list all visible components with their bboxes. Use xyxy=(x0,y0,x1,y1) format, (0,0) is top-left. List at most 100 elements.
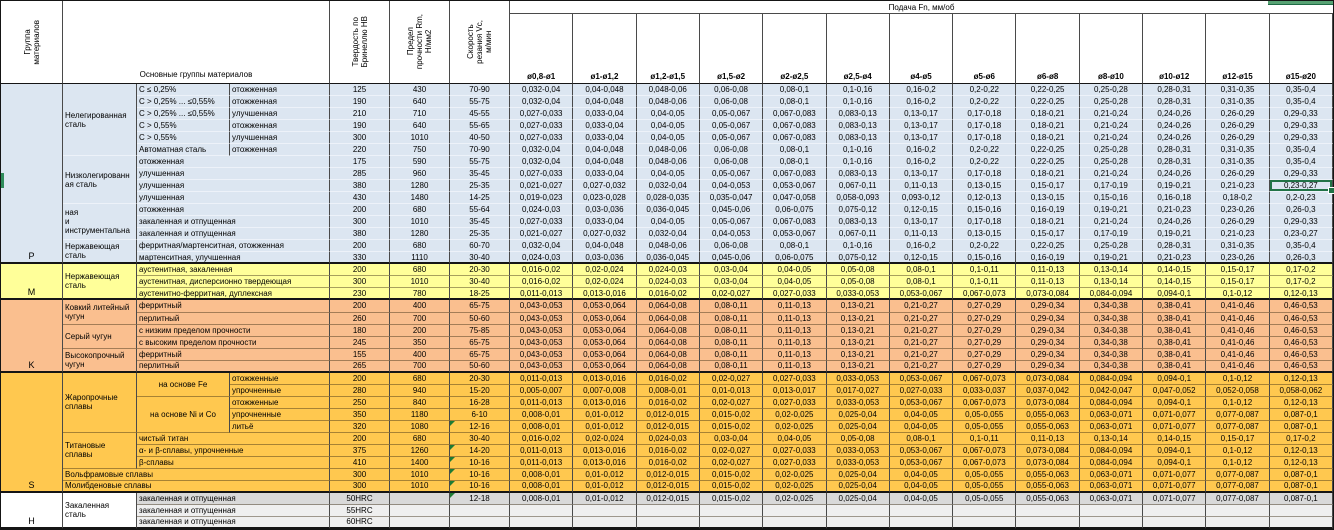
feed-cell[interactable]: 0,04-0,048 xyxy=(573,240,637,253)
feed-cell[interactable]: 0,067-0,073 xyxy=(953,372,1017,385)
feed-cell[interactable]: 0,22-0,25 xyxy=(1016,156,1080,169)
feed-cell[interactable]: 0,05-0,08 xyxy=(826,264,890,277)
feed-cell[interactable]: 0,05-0,055 xyxy=(953,492,1017,505)
feed-cell[interactable]: 0,007-0,008 xyxy=(573,384,637,397)
feed-cell[interactable]: 0,036-0,045 xyxy=(636,252,700,265)
feed-cell[interactable]: 0,11-0,13 xyxy=(763,336,827,349)
feed-cell[interactable]: 0,13-0,17 xyxy=(889,108,954,121)
feed-cell[interactable]: 0,025-0,04 xyxy=(826,420,890,433)
rm-cell[interactable]: 960 xyxy=(390,168,450,181)
material-condition-cell[interactable]: аустенитно-ферритная, дуплексная xyxy=(137,288,330,301)
feed-cell[interactable]: 0,31-0,35 xyxy=(1206,96,1270,109)
feed-cell[interactable]: 0,18-0,2 xyxy=(1206,192,1270,205)
feed-cell[interactable]: 0,02-0,024 xyxy=(573,432,637,445)
feed-cell[interactable]: 0,011-0,013 xyxy=(510,456,574,469)
feed-cell[interactable]: 0,043-0,053 xyxy=(510,300,574,313)
feed-cell[interactable]: 0,15-0,17 xyxy=(1016,180,1080,193)
material-condition-cell[interactable]: с высоким пределом прочности xyxy=(137,336,330,349)
feed-cell[interactable]: 0,04-0,05 xyxy=(763,276,827,289)
feed-cell[interactable]: 0,025-0,04 xyxy=(826,480,890,493)
feed-cell[interactable]: 0,35-0,4 xyxy=(1269,144,1333,157)
feed-cell[interactable]: 0,033-0,053 xyxy=(826,444,890,457)
feed-cell[interactable]: 0,23-0,27 xyxy=(1269,228,1333,241)
feed-cell[interactable]: 0,04-0,05 xyxy=(889,408,954,421)
feed-cell[interactable]: 0,1-0,12 xyxy=(1206,444,1270,457)
material-group-cell[interactable]: Титановые сплавы xyxy=(63,432,137,469)
feed-cell[interactable]: 0,048-0,06 xyxy=(636,96,700,109)
feed-cell[interactable]: 0,1-0,16 xyxy=(826,240,890,253)
feed-cell[interactable]: 0,14-0,15 xyxy=(1143,276,1207,289)
material-condition-cell[interactable]: отожженная xyxy=(230,120,330,133)
feed-cell[interactable]: 0,063-0,071 xyxy=(1079,408,1144,421)
feed-cell[interactable]: 0,012-0,015 xyxy=(636,420,700,433)
hb-cell[interactable]: 180 xyxy=(330,324,390,337)
feed-cell[interactable]: 0,033-0,04 xyxy=(573,108,637,121)
feed-cell[interactable]: 0,016-0,02 xyxy=(510,264,574,277)
material-condition-cell[interactable]: C > 0,25% ... ≤0,55% xyxy=(137,96,230,109)
feed-cell[interactable]: 0,04-0,05 xyxy=(763,264,827,277)
feed-cell[interactable]: 0,043-0,053 xyxy=(510,348,574,361)
feed-cell[interactable]: 0,13-0,15 xyxy=(1016,192,1080,205)
hb-cell[interactable]: 155 xyxy=(330,348,390,361)
feed-cell[interactable]: 0,087-0,1 xyxy=(1269,408,1333,421)
rm-cell[interactable]: 1010 xyxy=(390,132,450,145)
vc-cell[interactable]: 10-16 xyxy=(450,468,510,481)
feed-cell[interactable]: 0,17-0,18 xyxy=(953,168,1017,181)
feed-cell[interactable]: 0,12-0,13 xyxy=(1269,456,1333,469)
feed-cell[interactable]: 0,04-0,05 xyxy=(889,492,954,505)
feed-cell[interactable]: 0,38-0,41 xyxy=(1143,360,1207,373)
material-condition-cell[interactable]: закаленная и отпущенная xyxy=(137,516,330,529)
feed-cell[interactable]: 0,14-0,15 xyxy=(1143,264,1207,277)
feed-cell[interactable]: 0,01-0,013 xyxy=(699,384,764,397)
feed-cell[interactable]: 0,01-0,012 xyxy=(573,492,637,505)
hb-cell[interactable]: 245 xyxy=(330,336,390,349)
feed-cell[interactable]: 0,019-0,023 xyxy=(510,192,574,205)
feed-cell[interactable]: 0,053-0,064 xyxy=(573,360,637,373)
feed-cell[interactable]: 0,048-0,06 xyxy=(636,156,700,169)
hb-cell[interactable]: 350 xyxy=(330,408,390,421)
feed-cell[interactable]: 0,35-0,4 xyxy=(1269,96,1333,109)
feed-cell[interactable]: 0,084-0,094 xyxy=(1079,444,1144,457)
material-condition-cell[interactable]: закаленная и отпущенная xyxy=(137,504,330,517)
feed-cell[interactable] xyxy=(1143,504,1207,517)
feed-cell[interactable]: 0,027-0,033 xyxy=(510,168,574,181)
feed-cell[interactable]: 0,12-0,13 xyxy=(1269,372,1333,385)
feed-cell[interactable]: 0,06-0,08 xyxy=(699,240,764,253)
feed-cell[interactable]: 0,071-0,077 xyxy=(1143,468,1207,481)
feed-cell[interactable]: 0,04-0,05 xyxy=(889,480,954,493)
feed-cell[interactable]: 0,17-0,19 xyxy=(1079,228,1144,241)
feed-cell[interactable]: 0,012-0,015 xyxy=(636,492,700,505)
feed-title-header[interactable]: Подача Fn, мм/об xyxy=(510,1,1333,14)
feed-cell[interactable]: 0,015-0,02 xyxy=(699,480,764,493)
feed-cell[interactable]: 0,03-0,04 xyxy=(699,432,764,445)
feed-cell[interactable]: 0,01-0,012 xyxy=(573,468,637,481)
feed-cell[interactable]: 0,18-0,21 xyxy=(1016,120,1080,133)
feed-cell[interactable]: 0,053-0,067 xyxy=(889,372,954,385)
feed-cell[interactable]: 0,036-0,045 xyxy=(636,204,700,217)
feed-cell[interactable]: 0,064-0,08 xyxy=(636,348,700,361)
feed-cell[interactable]: 0,016-0,02 xyxy=(510,432,574,445)
feed-cell[interactable]: 0,34-0,38 xyxy=(1079,336,1144,349)
vc-cell[interactable]: 40-50 xyxy=(450,132,510,145)
feed-cell[interactable]: 0,077-0,087 xyxy=(1206,420,1270,433)
feed-cell[interactable]: 0,16-0,2 xyxy=(889,84,954,97)
vc-cell[interactable]: 35-45 xyxy=(450,216,510,229)
material-condition-cell[interactable]: отожженные xyxy=(230,372,330,385)
feed-cell[interactable]: 0,084-0,094 xyxy=(1079,288,1144,301)
feed-cell[interactable]: 0,093-0,12 xyxy=(889,192,954,205)
material-condition-cell[interactable]: улучшенная xyxy=(230,108,330,121)
feed-cell[interactable]: 0,11-0,13 xyxy=(889,180,954,193)
feed-cell[interactable]: 0,025-0,04 xyxy=(826,468,890,481)
feed-cell[interactable]: 0,02-0,025 xyxy=(763,492,827,505)
feed-cell[interactable]: 0,067-0,083 xyxy=(763,132,827,145)
feed-cell[interactable]: 0,08-0,1 xyxy=(889,264,954,277)
feed-cell[interactable]: 0,21-0,24 xyxy=(1079,168,1144,181)
feed-cell[interactable]: 0,024-0,03 xyxy=(510,252,574,265)
rm-cell[interactable]: 430 xyxy=(390,84,450,97)
vc-cell[interactable]: 25-35 xyxy=(450,180,510,193)
feed-cell[interactable]: 0,12-0,13 xyxy=(1269,288,1333,301)
material-condition-cell[interactable]: с низким пределом прочности xyxy=(137,324,330,337)
feed-cell[interactable]: 0,021-0,027 xyxy=(510,228,574,241)
feed-cell[interactable]: 0,19-0,21 xyxy=(1079,252,1144,265)
feed-cell[interactable]: 0,24-0,26 xyxy=(1143,132,1207,145)
